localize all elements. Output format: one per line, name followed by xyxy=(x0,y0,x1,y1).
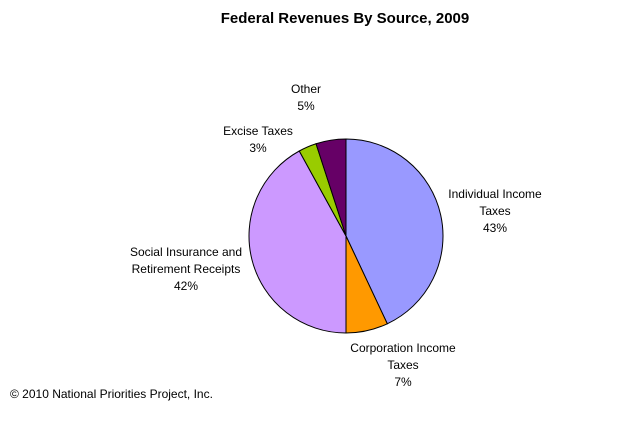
slice-name-line: Other xyxy=(291,82,321,96)
pie-slices xyxy=(248,138,444,334)
pie-slice-individual-income-taxes xyxy=(345,138,444,325)
slice-name-line: Social Insurance and xyxy=(130,245,242,259)
slice-name-line: Individual Income xyxy=(448,187,542,201)
slice-name-line: Corporation Income xyxy=(350,341,456,355)
pie-slice-social-insurance-and-retirement-receipts xyxy=(248,150,347,334)
slice-label-social-insurance-and-retirement-receipts: Social Insurance and Retirement Receipts 4… xyxy=(130,245,242,293)
slice-percent-label: 7% xyxy=(394,375,412,389)
chart-title: Federal Revenues By Source, 2009 xyxy=(220,10,470,27)
slice-name-line: Excise Taxes xyxy=(223,124,293,138)
slice-name-line: Taxes xyxy=(387,358,418,372)
slice-percent-label: 42% xyxy=(174,279,198,293)
slice-percent-label: 3% xyxy=(249,141,267,155)
slice-label-corporation-income-taxes: Corporation Income Taxes 7% xyxy=(350,341,456,389)
pie-labels: Individual Income Taxes 43% Corporation Inc… xyxy=(130,82,542,389)
slice-name-line: Retirement Receipts xyxy=(132,262,241,276)
pie-slice-other xyxy=(315,138,347,237)
slice-label-other: Other 5% xyxy=(291,82,321,113)
slice-label-individual-income-taxes: Individual Income Taxes 43% xyxy=(448,187,542,235)
slice-percent-label: 43% xyxy=(483,221,507,235)
slice-label-excise-taxes: Excise Taxes 3% xyxy=(223,124,293,155)
slice-name-line: Taxes xyxy=(479,204,510,218)
slice-percent-label: 5% xyxy=(297,99,315,113)
copyright-notice: © 2010 National Priorities Project, Inc. xyxy=(10,387,213,401)
